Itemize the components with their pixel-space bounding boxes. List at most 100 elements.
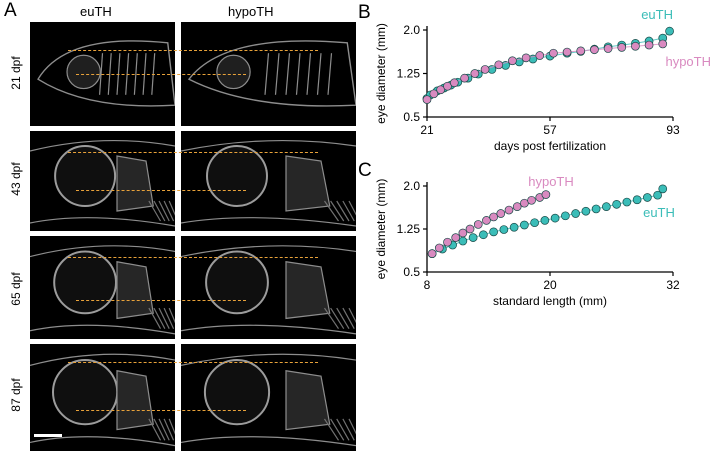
- data-point-hypoth: [436, 85, 446, 95]
- data-point-euth: [622, 197, 632, 207]
- data-point-hypoth: [494, 60, 504, 70]
- micrograph-hypoth-row4: [181, 344, 356, 451]
- row-label-43dpf: 43 dpf: [9, 162, 23, 196]
- data-point-hypoth: [562, 47, 572, 57]
- data-point-euth: [509, 222, 519, 232]
- series-label-hypoth: hypoTH: [665, 54, 711, 69]
- data-point-hypoth: [443, 237, 452, 247]
- eye-guide-line: [68, 257, 318, 258]
- data-point-hypoth: [470, 69, 480, 78]
- data-point-hypoth: [443, 81, 452, 91]
- data-point-euth: [458, 236, 468, 246]
- data-point-hypoth: [465, 224, 475, 234]
- chart-c-eye-vs-length: 8 20 32 0.5 1.25 2.0 standard length (mm) eye d…: [374, 174, 680, 308]
- data-point-hypoth: [434, 243, 444, 253]
- column-header-euth: euTH: [80, 4, 112, 19]
- micrograph-euth-row3: [30, 236, 175, 339]
- data-point-hypoth: [504, 205, 514, 215]
- data-point-hypoth: [541, 190, 551, 199]
- row-label-87dpf: 87 dpf: [9, 378, 23, 412]
- x-tick-label: 21: [420, 123, 434, 137]
- x-tick-label: 20: [543, 278, 557, 292]
- y-tick-label: 0.5: [403, 110, 420, 124]
- panel-b-letter: B: [358, 2, 371, 23]
- y-tick-label: 1.25: [397, 222, 421, 236]
- data-point-hypoth: [489, 212, 498, 222]
- data-point-euth: [643, 193, 652, 202]
- data-point-euth: [540, 216, 550, 225]
- eye-guide-line: [68, 50, 318, 51]
- series-label-hypoth: hypoTH: [528, 174, 574, 189]
- data-point-hypoth: [422, 95, 432, 104]
- data-point-hypoth: [480, 65, 490, 74]
- column-header-hypoth: hypoTH: [228, 4, 274, 19]
- eye-guide-line: [68, 362, 318, 363]
- data-point-euth: [530, 218, 539, 228]
- eye-guide-line: [68, 152, 318, 153]
- data-point-hypoth: [590, 45, 599, 55]
- data-point-hypoth: [473, 220, 483, 229]
- data-point-hypoth: [508, 56, 517, 66]
- micrograph-hypoth-row3: [181, 236, 356, 339]
- y-axis-label: eye diameter (mm): [374, 179, 388, 280]
- data-point-hypoth: [449, 78, 459, 88]
- eye-guide-line: [76, 410, 246, 411]
- eye-guide-line: [76, 74, 246, 75]
- eye-guide-line: [76, 190, 246, 191]
- data-point-hypoth: [429, 89, 439, 99]
- data-point-euth: [479, 230, 488, 240]
- row-label-65dpf: 65 dpf: [9, 272, 23, 306]
- series-line-hypoth: [426, 43, 663, 100]
- panel-c-letter: C: [358, 160, 372, 181]
- data-point-hypoth: [644, 40, 654, 50]
- panel-a-letter: A: [4, 0, 17, 21]
- data-point-hypoth: [576, 46, 586, 56]
- data-point-hypoth: [460, 73, 469, 83]
- data-point-hypoth: [458, 228, 468, 238]
- y-tick-label: 0.5: [403, 265, 420, 279]
- x-tick-label: 8: [424, 278, 431, 292]
- chart-b-eye-vs-age: 21 57 93 0.5 1.25 2.0 days post fertilization e…: [374, 7, 711, 153]
- data-point-hypoth: [617, 43, 627, 52]
- data-point-hypoth: [427, 249, 437, 259]
- data-point-hypoth: [658, 39, 668, 49]
- data-point-euth: [602, 202, 611, 211]
- x-axis-label: days post fertilization: [494, 139, 606, 153]
- data-point-hypoth: [603, 44, 613, 53]
- y-tick-label: 2.0: [403, 179, 420, 193]
- y-axis-label: eye diameter (mm): [374, 23, 388, 124]
- data-point-hypoth: [521, 53, 531, 63]
- data-point-euth: [665, 26, 674, 36]
- data-point-euth: [581, 206, 591, 216]
- micrograph-hypoth-row2: [181, 131, 356, 231]
- data-point-hypoth: [496, 209, 506, 218]
- micrograph-euth-row2: [30, 131, 175, 231]
- data-point-euth: [489, 227, 498, 237]
- data-point-euth: [591, 204, 601, 214]
- data-point-hypoth: [451, 233, 461, 242]
- data-point-euth: [632, 195, 642, 205]
- scale-bar: [34, 434, 62, 437]
- eye-guide-line: [76, 300, 246, 301]
- data-point-euth: [520, 220, 529, 230]
- data-point-hypoth: [527, 195, 536, 205]
- x-tick-label: 57: [543, 123, 557, 137]
- data-point-hypoth: [512, 202, 522, 211]
- row-label-21dpf: 21 dpf: [9, 56, 23, 90]
- data-point-euth: [561, 211, 570, 221]
- data-point-euth: [550, 213, 560, 223]
- data-point-euth: [658, 184, 668, 194]
- series-label-euth: euTH: [641, 7, 673, 22]
- data-point-hypoth: [631, 41, 640, 51]
- y-tick-label: 1.25: [397, 67, 421, 81]
- data-point-hypoth: [549, 48, 558, 58]
- data-point-euth: [468, 233, 478, 242]
- y-tick-label: 2.0: [403, 23, 420, 37]
- data-point-euth: [499, 225, 509, 234]
- data-point-hypoth: [482, 216, 491, 225]
- series-label-euth: euTH: [643, 205, 675, 220]
- x-tick-label: 93: [666, 123, 680, 137]
- data-point-euth: [571, 209, 580, 218]
- x-axis-label: standard length (mm): [493, 294, 607, 308]
- data-point-euth: [612, 199, 621, 209]
